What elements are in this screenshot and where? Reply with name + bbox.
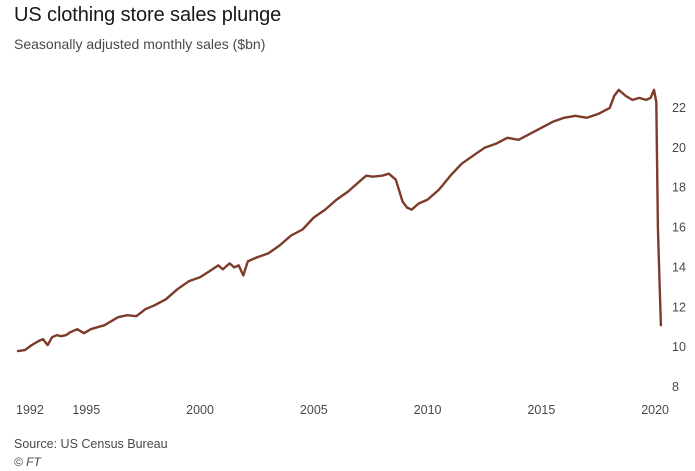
chart-title: US clothing store sales plunge <box>14 4 282 26</box>
y-tick-label: 20 <box>672 141 686 155</box>
ft-credit: © FT <box>14 455 41 469</box>
x-tick-label: 1995 <box>72 403 100 417</box>
y-tick-label: 12 <box>672 300 686 314</box>
y-tick-label: 16 <box>672 221 686 235</box>
sales-line <box>16 88 663 353</box>
y-tick-label: 10 <box>672 340 686 354</box>
y-axis: 8 10 12 14 16 18 20 22 <box>672 101 686 394</box>
y-tick-label: 8 <box>672 380 679 394</box>
x-tick-label: 2020 <box>641 403 669 417</box>
chart-subtitle: Seasonally adjusted monthly sales ($bn) <box>14 36 266 52</box>
y-tick-label: 18 <box>672 181 686 195</box>
y-tick-label: 22 <box>672 101 686 115</box>
y-tick-label: 14 <box>672 260 686 274</box>
x-tick-label: 2005 <box>300 403 328 417</box>
x-tick-label: 2010 <box>414 403 442 417</box>
x-tick-label: 1992 <box>16 403 44 417</box>
x-tick-label: 2015 <box>527 403 555 417</box>
x-tick-label: 2000 <box>186 403 214 417</box>
x-axis: 1992 1995 2000 2005 2010 2015 2020 <box>16 403 669 417</box>
source-note: Source: US Census Bureau <box>14 437 168 451</box>
